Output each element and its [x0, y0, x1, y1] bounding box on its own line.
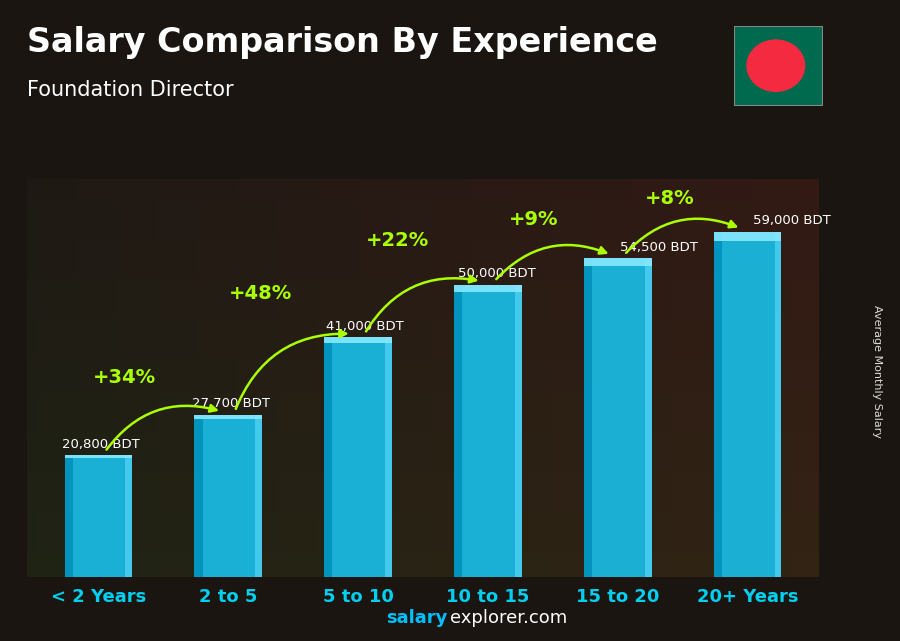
Text: 59,000 BDT: 59,000 BDT: [752, 214, 831, 228]
Bar: [714, 232, 781, 241]
Bar: [714, 232, 781, 577]
Bar: [65, 455, 73, 577]
Bar: [584, 258, 652, 577]
Bar: [584, 258, 652, 267]
Text: salary: salary: [386, 609, 447, 627]
Bar: [775, 232, 781, 577]
Bar: [454, 285, 463, 577]
Text: Average Monthly Salary: Average Monthly Salary: [872, 305, 883, 438]
Text: +22%: +22%: [365, 231, 428, 249]
Text: +48%: +48%: [230, 285, 292, 303]
Text: Salary Comparison By Experience: Salary Comparison By Experience: [27, 26, 658, 58]
Text: explorer.com: explorer.com: [450, 609, 567, 627]
Bar: [385, 337, 392, 577]
Bar: [194, 415, 202, 577]
Bar: [324, 337, 392, 577]
Text: 41,000 BDT: 41,000 BDT: [326, 320, 403, 333]
Text: 27,700 BDT: 27,700 BDT: [192, 397, 270, 410]
Bar: [515, 285, 522, 577]
Bar: [125, 455, 132, 577]
Text: +9%: +9%: [508, 210, 558, 229]
Text: 54,500 BDT: 54,500 BDT: [620, 241, 698, 254]
Text: 20,800 BDT: 20,800 BDT: [62, 438, 140, 451]
Bar: [256, 415, 262, 577]
Text: Foundation Director: Foundation Director: [27, 80, 234, 100]
Bar: [324, 337, 332, 577]
Bar: [454, 285, 522, 577]
Bar: [194, 415, 262, 419]
Text: +8%: +8%: [645, 188, 695, 208]
Bar: [65, 455, 132, 458]
Bar: [324, 337, 392, 344]
Text: 50,000 BDT: 50,000 BDT: [458, 267, 536, 280]
Bar: [644, 258, 652, 577]
Bar: [454, 285, 522, 292]
Bar: [714, 232, 722, 577]
Circle shape: [747, 40, 805, 91]
Bar: [194, 415, 262, 577]
Bar: [584, 258, 592, 577]
Text: +34%: +34%: [93, 368, 156, 387]
Bar: [65, 455, 132, 577]
